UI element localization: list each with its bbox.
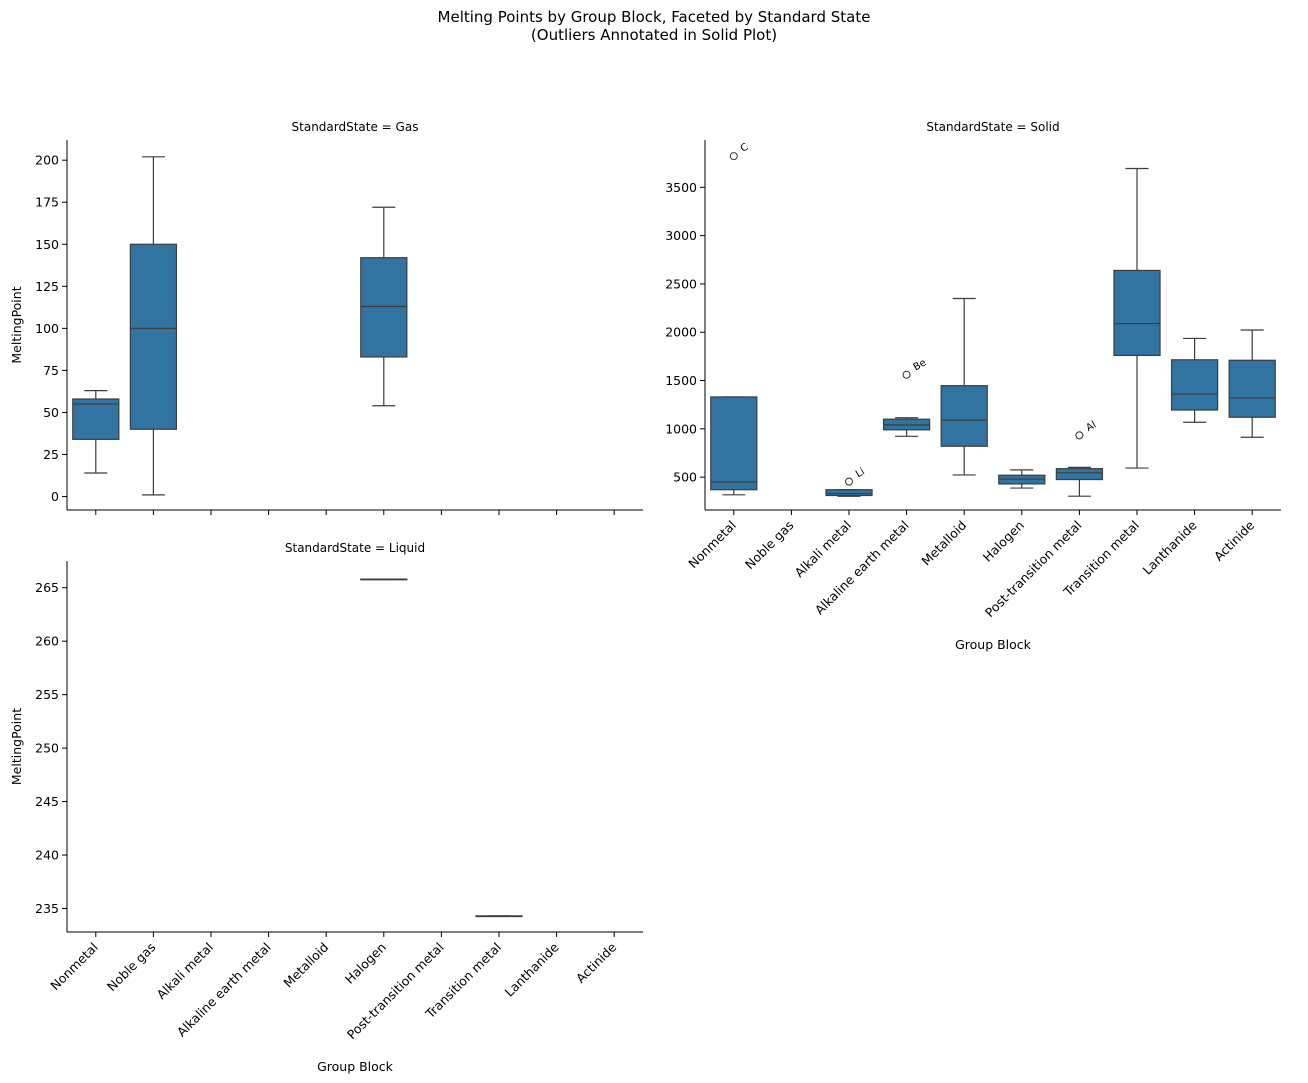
x-tick-label-lanthanide: Lanthanide (502, 939, 562, 999)
y-tick-label-liquid: 245 (35, 794, 59, 809)
facet-title-solid: StandardState = Solid (926, 120, 1059, 134)
x-tick-label-post-transition-metal: Post-transition metal (982, 518, 1085, 621)
facet-solid: StandardState = Solid 500 1000 1500 2000 2500… (665, 120, 1281, 652)
outlier-label-al: Al (1084, 420, 1098, 434)
y-tick-label-liquid: 240 (35, 848, 59, 863)
y-tick-label-gas: 125 (35, 279, 59, 294)
box-noble-gas (129, 156, 178, 496)
box-halogen (360, 578, 408, 581)
y-tick-label-gas: 175 (35, 195, 59, 210)
facet-title-gas: StandardState = Gas (292, 120, 419, 134)
figure-title-line2: (Outliers Annotated in Solid Plot) (530, 26, 778, 44)
x-tick-label-nonmetal: Nonmetal (685, 518, 739, 572)
y-tick-label-solid: 2000 (665, 325, 697, 340)
facet-title-liquid: StandardState = Liquid (285, 541, 425, 555)
box-halogen (998, 469, 1046, 489)
x-tick-label-post-transition-metal: Post-transition metal (344, 940, 447, 1043)
box-lanthanide (1170, 337, 1219, 423)
y-axis-label-gas: MeltingPoint (9, 286, 24, 363)
box-nonmetal (710, 396, 758, 496)
x-tick-label-alkaline-earth-metal: Alkaline earth metal (812, 518, 912, 618)
box-body (1228, 359, 1276, 418)
box-transition-metal (1113, 167, 1161, 469)
y-tick-label-gas: 75 (43, 363, 59, 378)
outlier-label-c: C (739, 142, 751, 155)
x-axis-label-solid: Group Block (955, 637, 1032, 652)
y-tick-label-liquid: 250 (35, 741, 59, 756)
outlier-point-li (844, 477, 854, 486)
y-tick-label-solid: 3000 (665, 228, 697, 243)
x-tick-label-halogen: Halogen (980, 518, 1027, 565)
x-tick-label-alkali-metal: Alkali metal (792, 518, 855, 581)
box-alkaline-earth-metal (882, 417, 931, 437)
x-tick-label-metalloid: Metalloid (280, 940, 331, 991)
box-actinide (1228, 329, 1276, 438)
y-tick-label-gas: 200 (35, 153, 59, 168)
x-tick-label-lanthanide: Lanthanide (1140, 517, 1200, 577)
y-tick-label-gas: 25 (43, 447, 59, 462)
box-body (360, 257, 408, 358)
x-tick-label-actinide: Actinide (573, 939, 620, 986)
y-tick-label-gas: 0 (51, 489, 59, 504)
y-tick-label-solid: 1500 (665, 373, 697, 388)
x-tick-label-halogen: Halogen (342, 940, 389, 987)
box-body (1055, 468, 1104, 481)
y-tick-label-liquid: 235 (35, 901, 59, 916)
x-tick-label-noble-gas: Noble gas (104, 940, 159, 995)
outlier-point-al (1075, 431, 1084, 440)
box-body (825, 489, 873, 497)
x-tick-label-metalloid: Metalloid (918, 518, 969, 569)
box-post-transition-metal (1055, 466, 1104, 497)
y-tick-label-solid: 2500 (665, 276, 697, 291)
outlier-point-be (902, 370, 911, 379)
x-tick-label-alkaline-earth-metal: Alkaline earth metal (174, 940, 274, 1040)
box-body (72, 398, 120, 440)
y-tick-label-gas: 150 (35, 237, 59, 252)
box-body (129, 243, 178, 430)
box-alkali-metal (825, 489, 873, 497)
x-axis-label-liquid: Group Block (317, 1059, 394, 1074)
figure-title-line1: Melting Points by Group Block, Faceted b… (437, 8, 871, 26)
y-tick-label-solid: 3500 (665, 180, 697, 195)
box-body (710, 396, 758, 491)
box-body (1170, 359, 1219, 411)
facet-gas: StandardState = Gas 0 25 50 75 100 125 150 175 20… (9, 120, 643, 515)
box-metalloid (940, 297, 988, 476)
x-tick-label-nonmetal: Nonmetal (47, 940, 101, 994)
y-tick-label-gas: 50 (43, 405, 59, 420)
x-tick-label-noble-gas: Noble gas (742, 518, 797, 573)
box-halogen (360, 206, 408, 407)
y-tick-label-solid: 1000 (665, 421, 697, 436)
y-tick-label-gas: 100 (35, 321, 59, 336)
facet-liquid: StandardState = Liquid 235 240 245 250 255 260… (9, 541, 643, 1074)
box-body (1113, 269, 1161, 357)
y-tick-label-liquid: 260 (35, 634, 59, 649)
x-tick-label-actinide: Actinide (1211, 517, 1258, 564)
outlier-point-c (729, 152, 738, 161)
box-transition-metal (475, 915, 523, 918)
outlier-label-be: Be (912, 357, 929, 373)
y-tick-label-liquid: 265 (35, 580, 59, 595)
y-tick-label-solid: 500 (673, 470, 697, 485)
y-axis-label-liquid: MeltingPoint (9, 708, 24, 785)
y-tick-label-liquid: 255 (35, 687, 59, 702)
box-nonmetal (72, 389, 120, 474)
outlier-label-li: Li (854, 466, 867, 480)
x-tick-label-alkali-metal: Alkali metal (154, 940, 217, 1003)
figure-title: Melting Points by Group Block, Faceted b… (0, 8, 1308, 44)
box-body (940, 385, 988, 447)
